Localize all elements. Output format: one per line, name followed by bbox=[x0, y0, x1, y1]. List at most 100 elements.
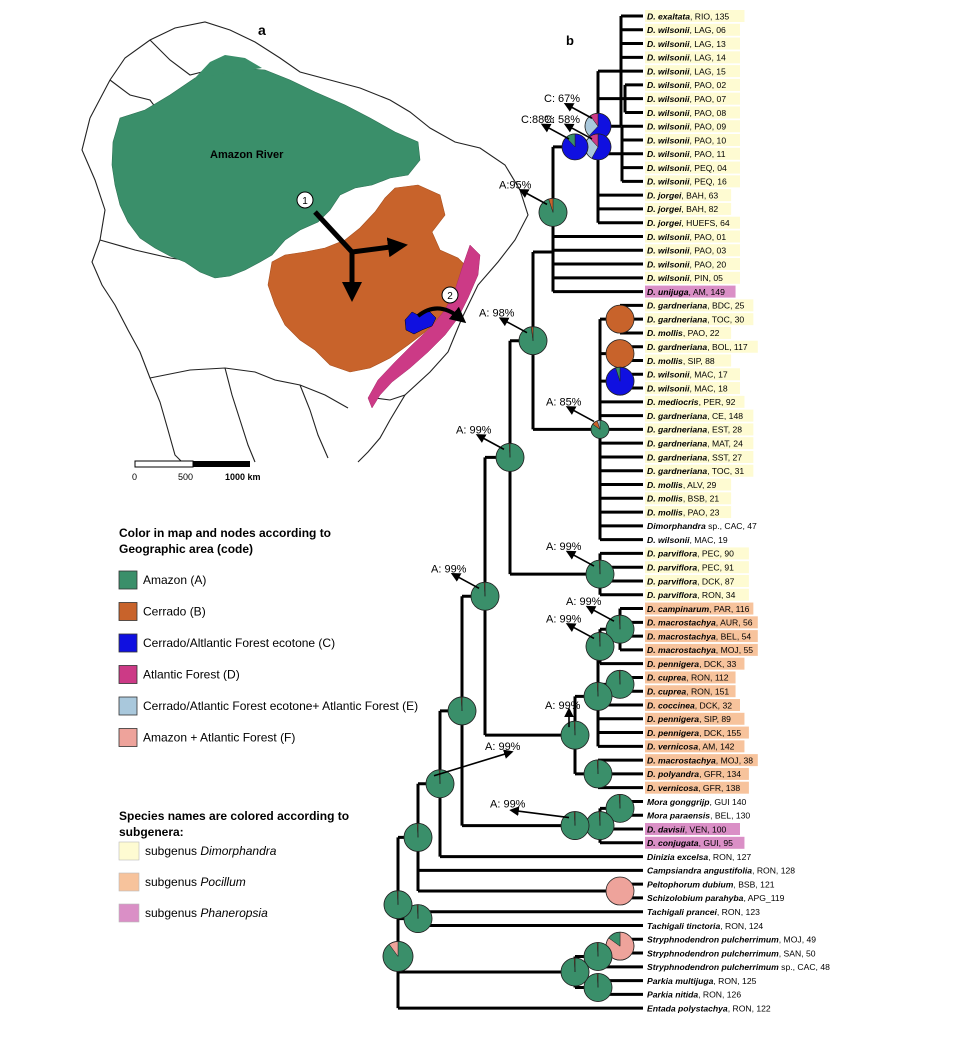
subgenus-label-0: subgenus Dimorphandra bbox=[145, 844, 277, 858]
taxon-highlight bbox=[645, 754, 758, 767]
scale-end: 1000 km bbox=[225, 472, 261, 482]
node-pie bbox=[447, 696, 477, 726]
node-pie bbox=[605, 366, 635, 396]
node-pie bbox=[605, 931, 635, 961]
taxon-highlight bbox=[645, 643, 758, 656]
taxon-label: D. wilsonii, PAO, 08 bbox=[647, 108, 726, 118]
support-label: A: 99% bbox=[456, 424, 492, 436]
node-pie bbox=[583, 759, 613, 789]
node-pie bbox=[605, 669, 635, 699]
support-arrow bbox=[509, 806, 570, 819]
taxon-label: D. gardneriana, SST, 27 bbox=[647, 452, 742, 462]
amazon-river-label: Amazon River bbox=[210, 149, 284, 161]
route-2-number: 2 bbox=[447, 291, 453, 302]
taxon-highlight bbox=[645, 37, 740, 50]
taxon-highlight bbox=[645, 258, 740, 271]
taxon-highlight bbox=[645, 271, 740, 284]
node-pie bbox=[584, 112, 612, 140]
taxon-label: Tachigali prancei, RON, 123 bbox=[647, 907, 760, 917]
taxon-highlight bbox=[645, 823, 740, 836]
taxon-highlight bbox=[645, 699, 740, 711]
taxon-label: D. jorgei, BAH, 63 bbox=[647, 190, 718, 200]
taxon-label: Dimorphandra sp., CAC, 47 bbox=[647, 521, 757, 531]
taxon-highlight bbox=[645, 547, 749, 560]
taxon-highlight bbox=[645, 78, 740, 91]
taxon-label: Parkia nitida, RON, 126 bbox=[647, 990, 741, 1000]
area-legend: Color in map and nodes according to Geog… bbox=[118, 526, 418, 747]
taxon-label: D. mediocris, PER, 92 bbox=[647, 397, 736, 407]
taxon-highlight bbox=[645, 740, 745, 753]
taxon-label: D. pennigera, SIP, 89 bbox=[647, 714, 731, 724]
legend-swatch-0 bbox=[118, 570, 138, 590]
taxon-label: D. wilsonii, PAO, 10 bbox=[647, 135, 726, 145]
pie-slice bbox=[605, 876, 635, 906]
support-arrow bbox=[433, 749, 514, 777]
taxon-label: D. cuprea, RON, 112 bbox=[647, 673, 729, 683]
support-label: A: 99% bbox=[431, 563, 467, 575]
taxon-highlight bbox=[645, 588, 749, 601]
taxon-highlight bbox=[645, 671, 736, 684]
node-pie bbox=[585, 632, 615, 661]
taxon-highlight bbox=[645, 657, 745, 670]
subgenus-swatch-1 bbox=[118, 872, 140, 892]
taxon-label: D. wilsonii, PAO, 20 bbox=[647, 259, 726, 269]
taxon-label: D. wilsonii, LAG, 13 bbox=[647, 39, 726, 49]
node-pie bbox=[605, 793, 635, 823]
subgenus-title-line1: Species names are colored according to bbox=[119, 809, 349, 823]
support-label: A:95% bbox=[499, 179, 532, 191]
subgenus-legend: Species names are colored according to s… bbox=[118, 809, 349, 923]
taxon-label: Stryphnodendron pulcherrimum, SAN, 50 bbox=[647, 948, 816, 958]
taxon-highlight bbox=[645, 23, 740, 36]
taxon-label: D. macrostachya, MOJ, 55 bbox=[647, 645, 753, 655]
taxon-highlight bbox=[645, 464, 754, 477]
pie-slice bbox=[605, 304, 635, 334]
taxon-label: D. vernicosa, AM, 142 bbox=[647, 742, 735, 752]
taxon-label: D. jorgei, HUEFS, 64 bbox=[647, 218, 730, 228]
taxon-label: Stryphnodendron pulcherrimum sp., CAC, 4… bbox=[647, 962, 830, 972]
taxon-label: D. exaltata, RIO, 135 bbox=[647, 11, 729, 21]
node-pie bbox=[425, 769, 455, 799]
taxon-highlight bbox=[645, 767, 749, 780]
taxon-label: D. macrostachya, BEL, 54 bbox=[647, 631, 751, 641]
taxon-highlight bbox=[645, 120, 740, 133]
node-pie bbox=[583, 973, 613, 1002]
support-label: A: 99% bbox=[566, 596, 602, 608]
taxon-label: D. gardneriana, MAT, 24 bbox=[647, 438, 743, 448]
node-pie bbox=[605, 304, 635, 334]
node-pie bbox=[518, 326, 548, 356]
support-arrow bbox=[565, 550, 595, 567]
taxon-label: Campsiandra angustifolia, RON, 128 bbox=[647, 866, 795, 876]
node-pie bbox=[605, 876, 635, 906]
taxon-highlight bbox=[645, 134, 740, 147]
taxon-label: D. gardneriana, BOL, 117 bbox=[647, 342, 748, 352]
node-pie bbox=[605, 614, 635, 644]
support-label: C:88% bbox=[521, 114, 554, 126]
taxon-label: D. vernicosa, GFR, 138 bbox=[647, 783, 740, 793]
taxon-highlight bbox=[645, 354, 732, 367]
support-label: A: 99% bbox=[546, 541, 582, 553]
legend-label-4: Cerrado/Atlantic Forest ecotone+ Atlanti… bbox=[143, 699, 418, 713]
taxon-label: D. mollis, ALV, 29 bbox=[647, 480, 716, 490]
taxon-label: Parkia multijuga, RON, 125 bbox=[647, 976, 757, 986]
taxon-highlight bbox=[645, 368, 740, 381]
taxon-highlight bbox=[645, 630, 758, 643]
taxon-label: D. pennigera, DCK, 33 bbox=[647, 659, 737, 669]
panel-a-label: a bbox=[258, 22, 266, 38]
taxon-highlight bbox=[645, 299, 754, 312]
taxon-label: D. cuprea, RON, 151 bbox=[647, 687, 729, 697]
taxon-label: D. wilsonii, PAO, 03 bbox=[647, 246, 726, 256]
taxon-label: D. coccinea, DCK, 32 bbox=[647, 700, 732, 710]
support-label: A: 99% bbox=[485, 741, 521, 753]
taxon-highlight bbox=[645, 175, 740, 188]
dispersal-route-2: 2 bbox=[416, 286, 467, 324]
taxon-label: D. wilsonii, MAC, 19 bbox=[647, 535, 728, 545]
taxon-label: D. gardneriana, BDC, 25 bbox=[647, 301, 745, 311]
taxon-highlight bbox=[645, 313, 754, 326]
taxon-label: D. gardneriana, TOC, 30 bbox=[647, 314, 744, 324]
taxon-label: D. davisii, VEN, 100 bbox=[647, 824, 727, 834]
taxon-highlight bbox=[645, 51, 740, 64]
support-label: A: 99% bbox=[546, 613, 582, 625]
taxon-highlight bbox=[645, 395, 745, 408]
support-arrow bbox=[518, 189, 548, 206]
taxon-label: D. pennigera, DCK, 155 bbox=[647, 728, 741, 738]
